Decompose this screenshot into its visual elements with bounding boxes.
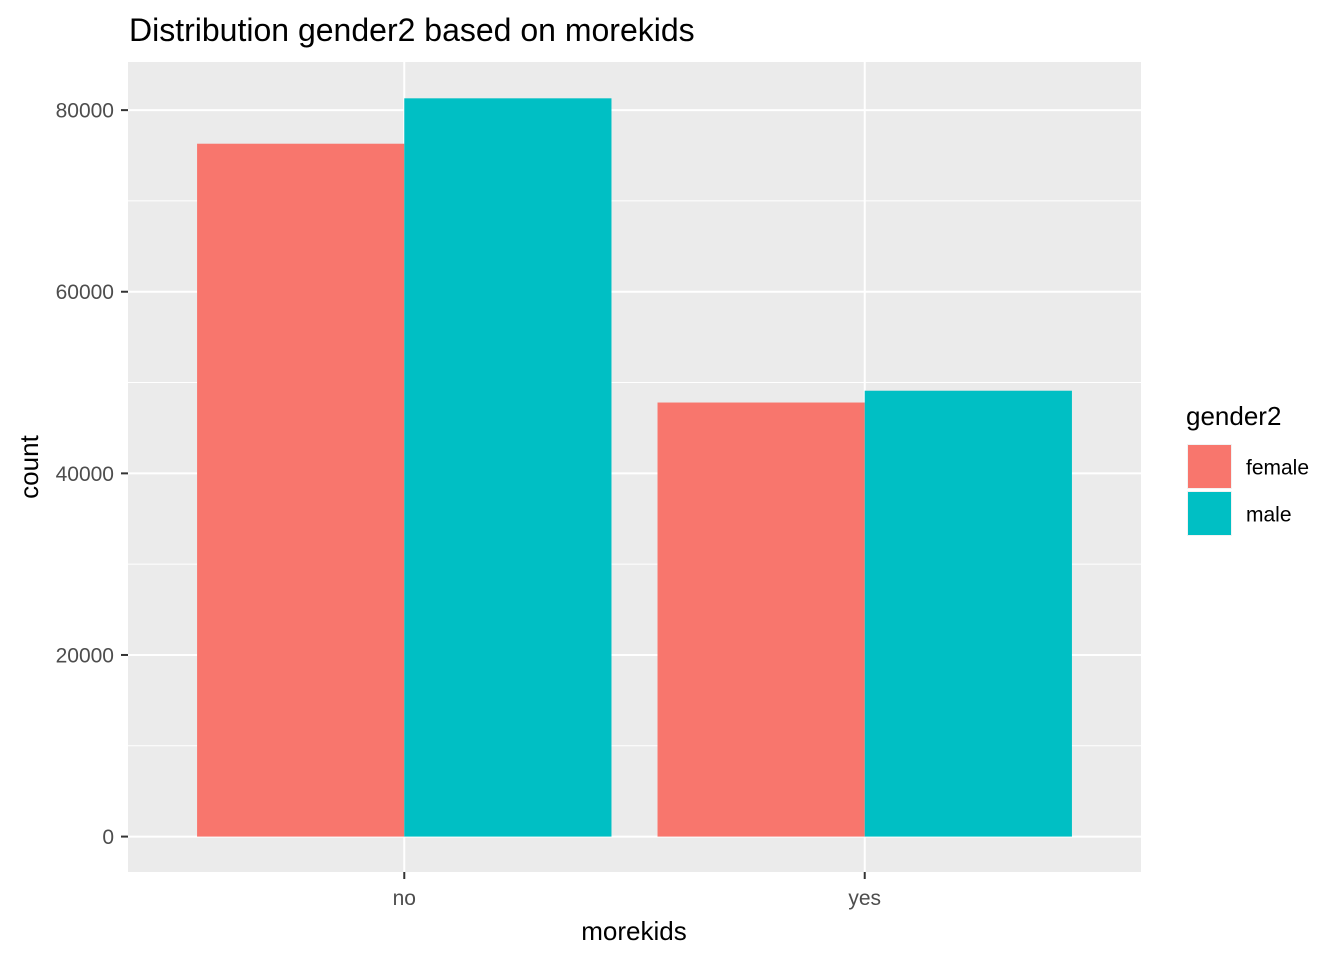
bar-male-no xyxy=(404,98,612,837)
legend-title: gender2 xyxy=(1186,401,1281,431)
y-tick-label: 80000 xyxy=(56,100,114,123)
legend-items: female male xyxy=(1187,444,1309,536)
x-tick-label: yes xyxy=(848,887,881,910)
bars xyxy=(197,98,1072,837)
legend-key-female xyxy=(1188,445,1231,488)
bar-male-yes xyxy=(864,390,1072,837)
chart-title: Distribution gender2 based on morekids xyxy=(129,12,695,48)
bar-female-no xyxy=(197,143,405,837)
y-tick-label: 60000 xyxy=(56,281,114,304)
legend: gender2 female male xyxy=(1186,401,1309,536)
y-axis-title: count xyxy=(14,434,44,498)
y-tick-label: 40000 xyxy=(56,463,114,486)
y-tick-label: 20000 xyxy=(56,644,114,667)
legend-key-male xyxy=(1188,492,1231,535)
legend-label-female: female xyxy=(1246,457,1309,480)
legend-label-male: male xyxy=(1246,504,1292,527)
x-axis-title: morekids xyxy=(581,916,686,946)
y-tick-label: 0 xyxy=(102,826,114,849)
bar-female-yes xyxy=(657,402,865,837)
x-axis: no yes xyxy=(393,872,881,910)
y-axis: 0 20000 40000 60000 80000 xyxy=(56,100,128,849)
x-tick-label: no xyxy=(393,887,416,910)
